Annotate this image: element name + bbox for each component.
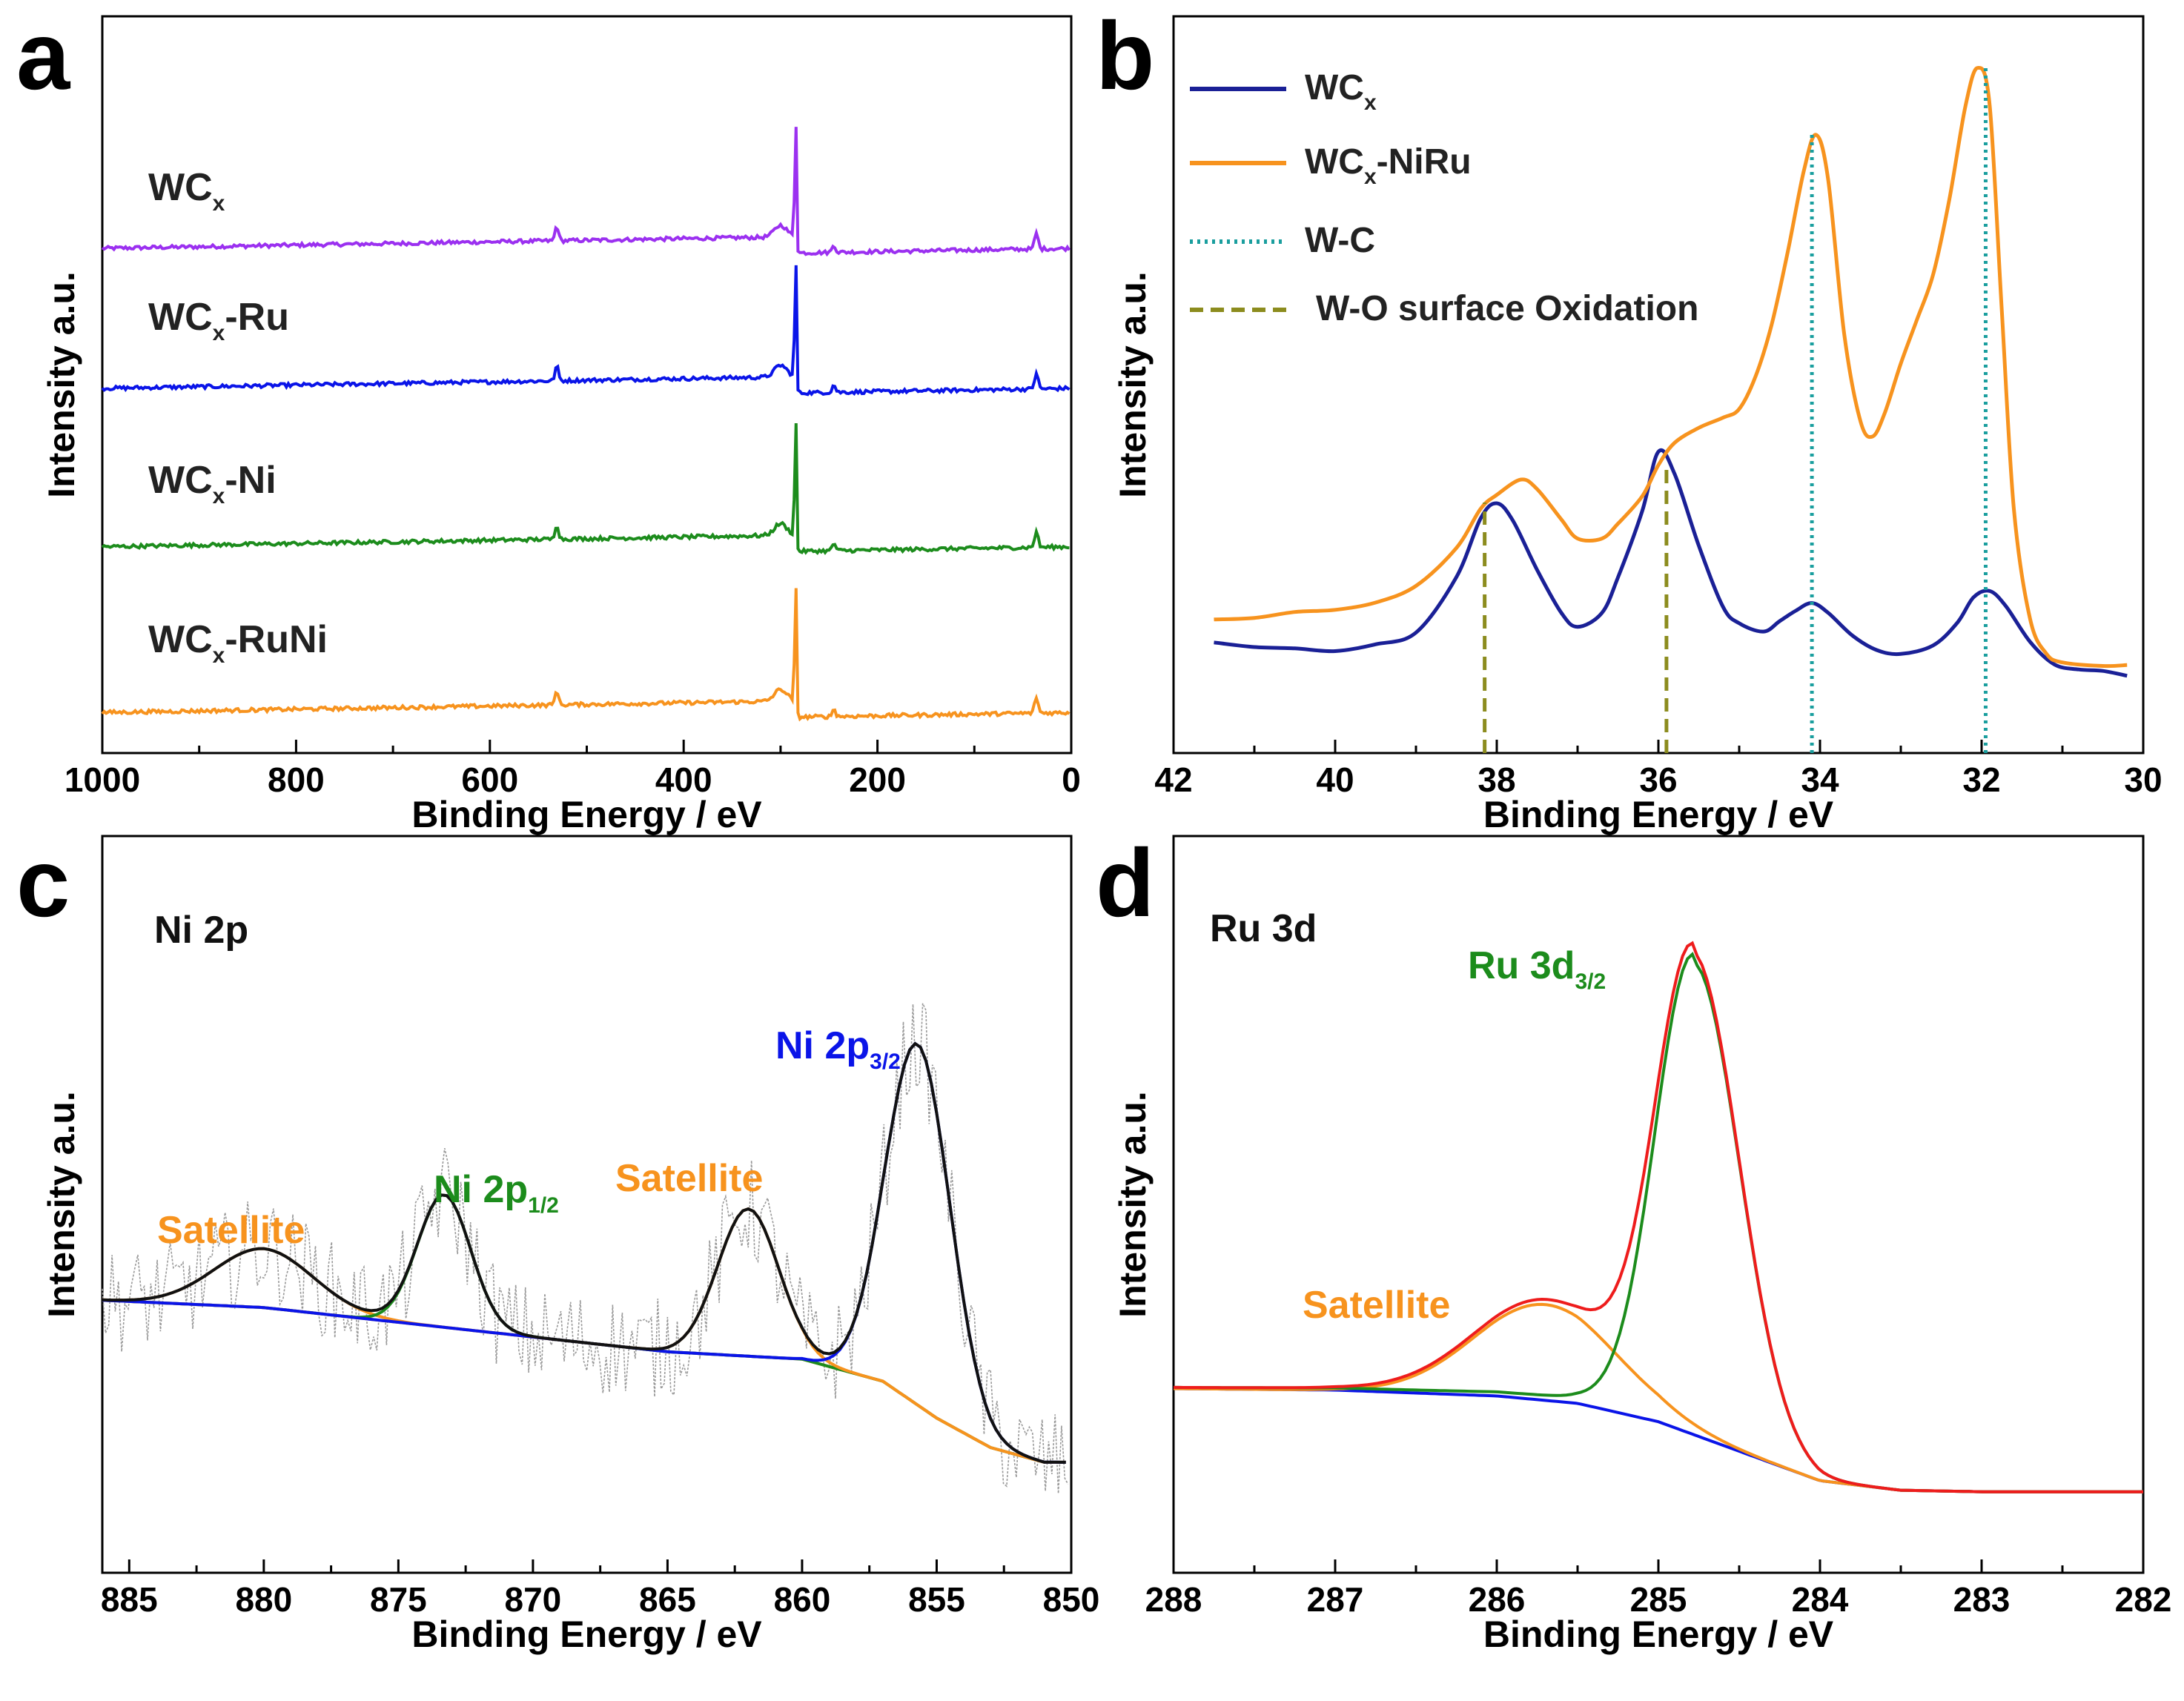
plot-frame [1172,15,2145,755]
x-tick-label: 880 [235,1580,292,1619]
fit-envelope [1174,941,2143,1493]
x-tick-label: 32 [1962,760,2000,799]
x-tick-label: 42 [1154,760,1192,799]
panel-letter-d: d [1096,829,1154,937]
series-label: WCx-Ru [148,296,289,345]
x-tick-label: 870 [505,1580,562,1619]
fit-component [1174,952,2143,1493]
x-tick-label: 36 [1639,760,1677,799]
x-tick-label: 800 [268,760,325,799]
legend-label: W-O surface Oxidation [1316,289,1698,328]
x-axis-label: Binding Energy / eV [1483,1614,1834,1655]
x-tick-label: 200 [849,760,906,799]
peak-annotation: Satellite [615,1157,763,1200]
x-tick-label: 282 [2115,1580,2172,1619]
legend-label: WCx-NiRu [1305,142,1472,189]
x-tick-label: 850 [1043,1580,1100,1619]
series-line [101,265,1071,397]
fit-background [1173,1387,2143,1493]
peak-annotation: Satellite [157,1209,305,1252]
panel-a: 1000 800 600 400 200 0 Binding Energy / eV Inte… [41,15,1081,835]
series-line [1214,448,2128,678]
y-axis-label: Intensity a.u. [1112,271,1154,498]
series-label: WCx-Ni [148,459,277,508]
y-axis-label: Intensity a.u. [41,271,82,498]
x-tick-label: 865 [639,1580,696,1619]
x-tick-label: 38 [1477,760,1515,799]
series-label: WCx-RuNi [148,618,328,668]
series-line [101,422,1070,555]
x-tick-label: 0 [1062,760,1081,799]
fit-component [1173,1302,2143,1493]
plot-frame [1172,835,2145,1574]
legend: WCx WCx-NiRu W-C W-O surface Oxidation [1190,68,1698,328]
series-line [101,127,1071,257]
legend-label: W-C [1305,221,1375,260]
panel-title: Ni 2p [154,909,248,952]
x-tick-label: 600 [461,760,518,799]
panel-b: 42 40 38 36 34 32 30 Binding Energy / eV Intensi… [1112,15,2163,835]
raw-data-line [102,1003,1069,1494]
y-axis-label: Intensity a.u. [1112,1091,1154,1318]
peak-annotation: Ni 2p1/2 [434,1168,559,1218]
panel-letter-b: b [1096,1,1154,110]
x-tick-label: 40 [1316,760,1354,799]
panel-letter-a: a [16,1,71,110]
peak-annotation: Ni 2p3/2 [775,1024,901,1074]
peak-annotation: Ru 3d3/2 [1468,944,1606,994]
panel-c: 885 880 875 870 865 860 855 850 Binding Energy /… [41,835,1100,1655]
x-tick-label: 30 [2124,760,2162,799]
x-tick-label: 286 [1469,1580,1526,1619]
legend-label: WCx [1305,68,1377,115]
plot-frame [101,835,1073,1574]
x-tick-label: 287 [1307,1580,1364,1619]
series-line [1214,65,2128,669]
panel-title: Ru 3d [1210,907,1317,950]
series-line [101,588,1071,722]
peak-annotation: Satellite [1303,1284,1450,1327]
x-axis-label: Binding Energy / eV [1483,794,1834,835]
x-tick-label: 885 [101,1580,158,1619]
x-tick-label: 1000 [64,760,140,799]
x-tick-label: 855 [908,1580,965,1619]
x-tick-label: 288 [1145,1580,1202,1619]
panel-d: 288 287 286 285 284 283 282 Binding Energy / eV… [1112,835,2172,1655]
x-tick-label: 860 [774,1580,831,1619]
fit-envelope [102,1041,1066,1464]
x-tick-label: 285 [1630,1580,1687,1619]
x-tick-label: 283 [1953,1580,2011,1619]
fit-component [102,1247,1066,1464]
x-tick-label: 34 [1801,760,1839,799]
x-tick-label: 400 [655,760,712,799]
fit-component [102,1041,1066,1464]
panel-letter-c: c [16,829,70,937]
series-label: WCx [148,166,225,216]
x-tick-label: 284 [1792,1580,1849,1619]
x-axis-label: Binding Energy / eV [411,1614,762,1655]
x-axis-label: Binding Energy / eV [411,794,762,835]
x-tick-label: 875 [370,1580,427,1619]
y-axis-label: Intensity a.u. [41,1091,82,1318]
